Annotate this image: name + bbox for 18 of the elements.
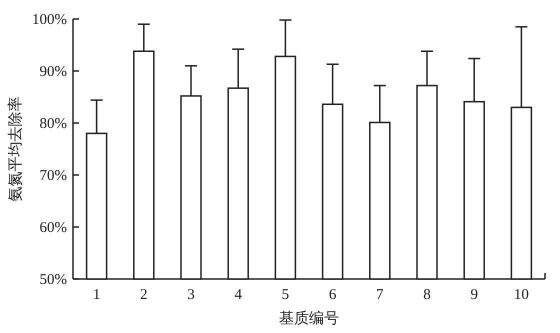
x-tick-label: 6 [328,287,337,303]
x-tick-label: 7 [376,287,384,303]
x-tick-label: 2 [140,287,148,303]
y-tick-label: 50% [40,272,67,288]
x-tick-label: 8 [423,287,431,303]
x-axis-title: 基质编号 [279,310,339,327]
x-tick-label: 4 [234,287,242,303]
y-tick-label: 70% [40,168,67,184]
y-tick-label: 60% [40,220,67,236]
y-tick-label: 100% [32,12,67,28]
x-tick-label: 3 [187,287,195,303]
x-tick-label: 5 [282,287,290,303]
y-tick-label: 80% [40,116,67,132]
y-tick-label: 90% [40,64,67,80]
x-tick-label: 10 [514,287,529,303]
x-tick-label: 9 [470,287,478,303]
y-axis-title: 氨氮平均去除率 [7,96,24,202]
x-tick-label: 1 [92,287,100,303]
